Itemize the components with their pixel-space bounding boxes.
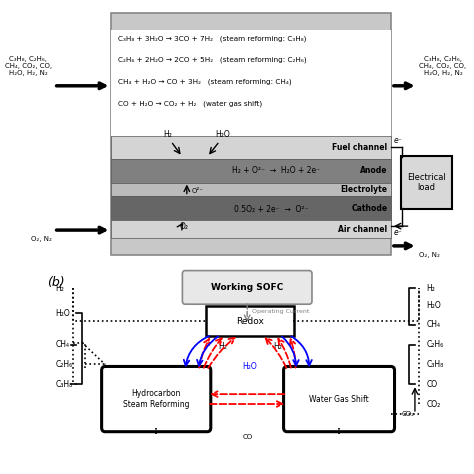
Text: (b): (b) (46, 275, 64, 289)
FancyBboxPatch shape (206, 306, 294, 336)
Bar (111, 182, 391, 197)
Text: H₂: H₂ (55, 284, 64, 293)
Bar (111, 13, 391, 30)
FancyBboxPatch shape (101, 366, 211, 432)
Text: e⁻: e⁻ (393, 228, 402, 237)
FancyBboxPatch shape (401, 156, 452, 210)
Text: CH₄ + H₂O → CO + 3H₂   (steam reforming: CH₄): CH₄ + H₂O → CO + 3H₂ (steam reforming: C… (118, 79, 292, 85)
Text: Electrolyte: Electrolyte (340, 185, 387, 194)
Text: CO₂: CO₂ (401, 411, 415, 417)
Text: O₂: O₂ (180, 222, 189, 231)
Text: H₂: H₂ (218, 342, 227, 351)
Text: H₂O: H₂O (427, 301, 441, 310)
Bar (111, 197, 391, 220)
Text: Water Gas Shift: Water Gas Shift (309, 394, 369, 403)
Text: O₂, N₂: O₂, N₂ (31, 236, 52, 242)
Text: H₂O: H₂O (215, 130, 230, 139)
Bar (111, 13, 391, 255)
Text: H₂: H₂ (163, 130, 172, 139)
Text: Fuel channel: Fuel channel (332, 143, 387, 152)
Bar (111, 30, 391, 136)
Text: C₃H₈: C₃H₈ (55, 380, 73, 389)
Text: 0.5O₂ + 2e⁻  →  O²⁻: 0.5O₂ + 2e⁻ → O²⁻ (234, 205, 309, 214)
Text: H₂O: H₂O (55, 309, 70, 318)
Text: CO: CO (242, 434, 252, 439)
Text: Cathode: Cathode (351, 204, 387, 213)
Text: H₂O: H₂O (243, 362, 257, 371)
FancyBboxPatch shape (283, 366, 394, 432)
Bar (111, 159, 391, 182)
Text: Operating Current: Operating Current (252, 309, 309, 314)
Text: H₂: H₂ (427, 284, 435, 293)
Text: Working SOFC: Working SOFC (211, 283, 283, 292)
Text: CH₄: CH₄ (55, 340, 70, 349)
Text: CH₄: CH₄ (427, 320, 440, 329)
Text: O₂, N₂: O₂, N₂ (419, 252, 440, 258)
Text: C₃H₈, C₂H₆,
CH₄, CO₂, CO,
H₂O, H₂, N₂: C₃H₈, C₂H₆, CH₄, CO₂, CO, H₂O, H₂, N₂ (5, 56, 52, 76)
Text: C₃H₈, C₂H₆,
CH₄, CO₂, CO,
H₂O, H₂, N₂: C₃H₈, C₂H₆, CH₄, CO₂, CO, H₂O, H₂, N₂ (419, 56, 466, 76)
Text: Air channel: Air channel (338, 225, 387, 234)
Text: C₂H₆: C₂H₆ (427, 340, 444, 349)
Text: CO: CO (427, 380, 438, 389)
Text: CO₂: CO₂ (427, 400, 441, 409)
Text: Hydrocarbon
Steam Reforming: Hydrocarbon Steam Reforming (123, 389, 190, 409)
FancyBboxPatch shape (182, 271, 312, 304)
Text: H₂: H₂ (273, 342, 282, 351)
Text: O²⁻: O²⁻ (191, 188, 203, 193)
Text: Redox: Redox (237, 317, 264, 326)
Text: e⁻: e⁻ (393, 136, 402, 145)
Text: C₂H₆ + 2H₂O → 2CO + 5H₂   (steam reforming: C₂H₆): C₂H₆ + 2H₂O → 2CO + 5H₂ (steam reforming… (118, 57, 307, 64)
Text: CO + H₂O → CO₂ + H₂   (water gas shift): CO + H₂O → CO₂ + H₂ (water gas shift) (118, 100, 263, 107)
Text: Anode: Anode (360, 166, 387, 175)
Text: C₃H₈: C₃H₈ (427, 360, 444, 369)
Bar (111, 220, 391, 238)
Bar (111, 136, 391, 159)
Text: C₃H₈ + 3H₂O → 3CO + 7H₂   (steam reforming: C₃H₈): C₃H₈ + 3H₂O → 3CO + 7H₂ (steam reforming… (118, 35, 307, 42)
Text: Electrical
load: Electrical load (407, 173, 446, 192)
Text: H₂ + O²⁻  →  H₂O + 2e⁻: H₂ + O²⁻ → H₂O + 2e⁻ (231, 166, 319, 175)
Bar (111, 238, 391, 255)
Text: C₂H₆: C₂H₆ (55, 360, 73, 369)
